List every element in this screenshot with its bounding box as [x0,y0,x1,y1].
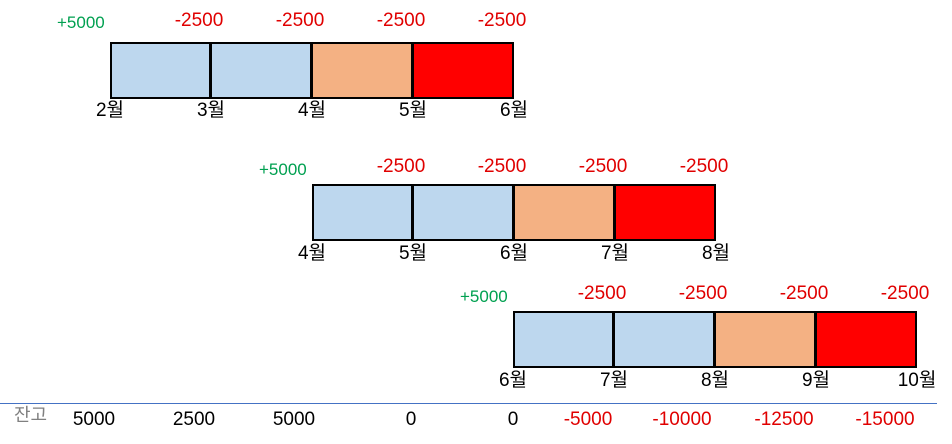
month-label: 3월 [196,100,226,121]
month-label: 4월 [297,243,327,264]
month-label: 7월 [599,370,629,391]
income-label: +5000 [57,13,105,32]
bar-segment-red [412,42,514,99]
bar-segment-red [815,311,917,368]
month-label: 6월 [499,243,529,264]
bar-segment-blue [513,311,614,368]
payment-label: -2500 [880,283,930,304]
income-label: +5000 [460,287,508,306]
month-label: 10월 [897,370,937,391]
month-label: 7월 [600,243,630,264]
month-label: 8월 [701,243,731,264]
income-label: +5000 [259,160,307,179]
payment-label: -2500 [477,10,527,31]
payment-label: -2500 [578,156,628,177]
bar-segment-orange [513,184,615,241]
bar-segment-blue [312,184,413,241]
balance-value: 0 [405,409,417,430]
bar-segment-red [614,184,716,241]
payment-label: -2500 [376,10,426,31]
payment-label: -2500 [477,156,527,177]
month-label: 6월 [498,370,528,391]
bar-segment-blue [210,42,312,99]
month-label: 9월 [801,370,831,391]
payment-label: -2500 [174,10,224,31]
month-label: 8월 [700,370,730,391]
balance-value: -10000 [652,409,712,430]
balance-divider-line [0,403,937,404]
balance-value: 5000 [272,409,316,430]
payment-label: -2500 [376,156,426,177]
payment-label: -2500 [275,10,325,31]
bar-segment-orange [311,42,413,99]
balance-value: -5000 [563,409,613,430]
bar-segment-blue [613,311,715,368]
payment-label: -2500 [679,156,729,177]
month-label: 5월 [398,100,428,121]
balance-value: -12500 [754,409,814,430]
month-label: 4월 [297,100,327,121]
bar-segment-blue [412,184,514,241]
payment-label: -2500 [678,283,728,304]
month-label: 6월 [499,100,529,121]
payment-label: -2500 [779,283,829,304]
payment-label: -2500 [577,283,627,304]
balance-value: 5000 [72,409,116,430]
balance-value: 0 [507,409,519,430]
balance-value: -15000 [855,409,915,430]
month-label: 5월 [398,243,428,264]
balance-label: 잔고 [14,405,48,425]
month-label: 2월 [95,100,125,121]
balance-value: 2500 [172,409,216,430]
bar-segment-orange [714,311,816,368]
bar-segment-blue [110,42,211,99]
